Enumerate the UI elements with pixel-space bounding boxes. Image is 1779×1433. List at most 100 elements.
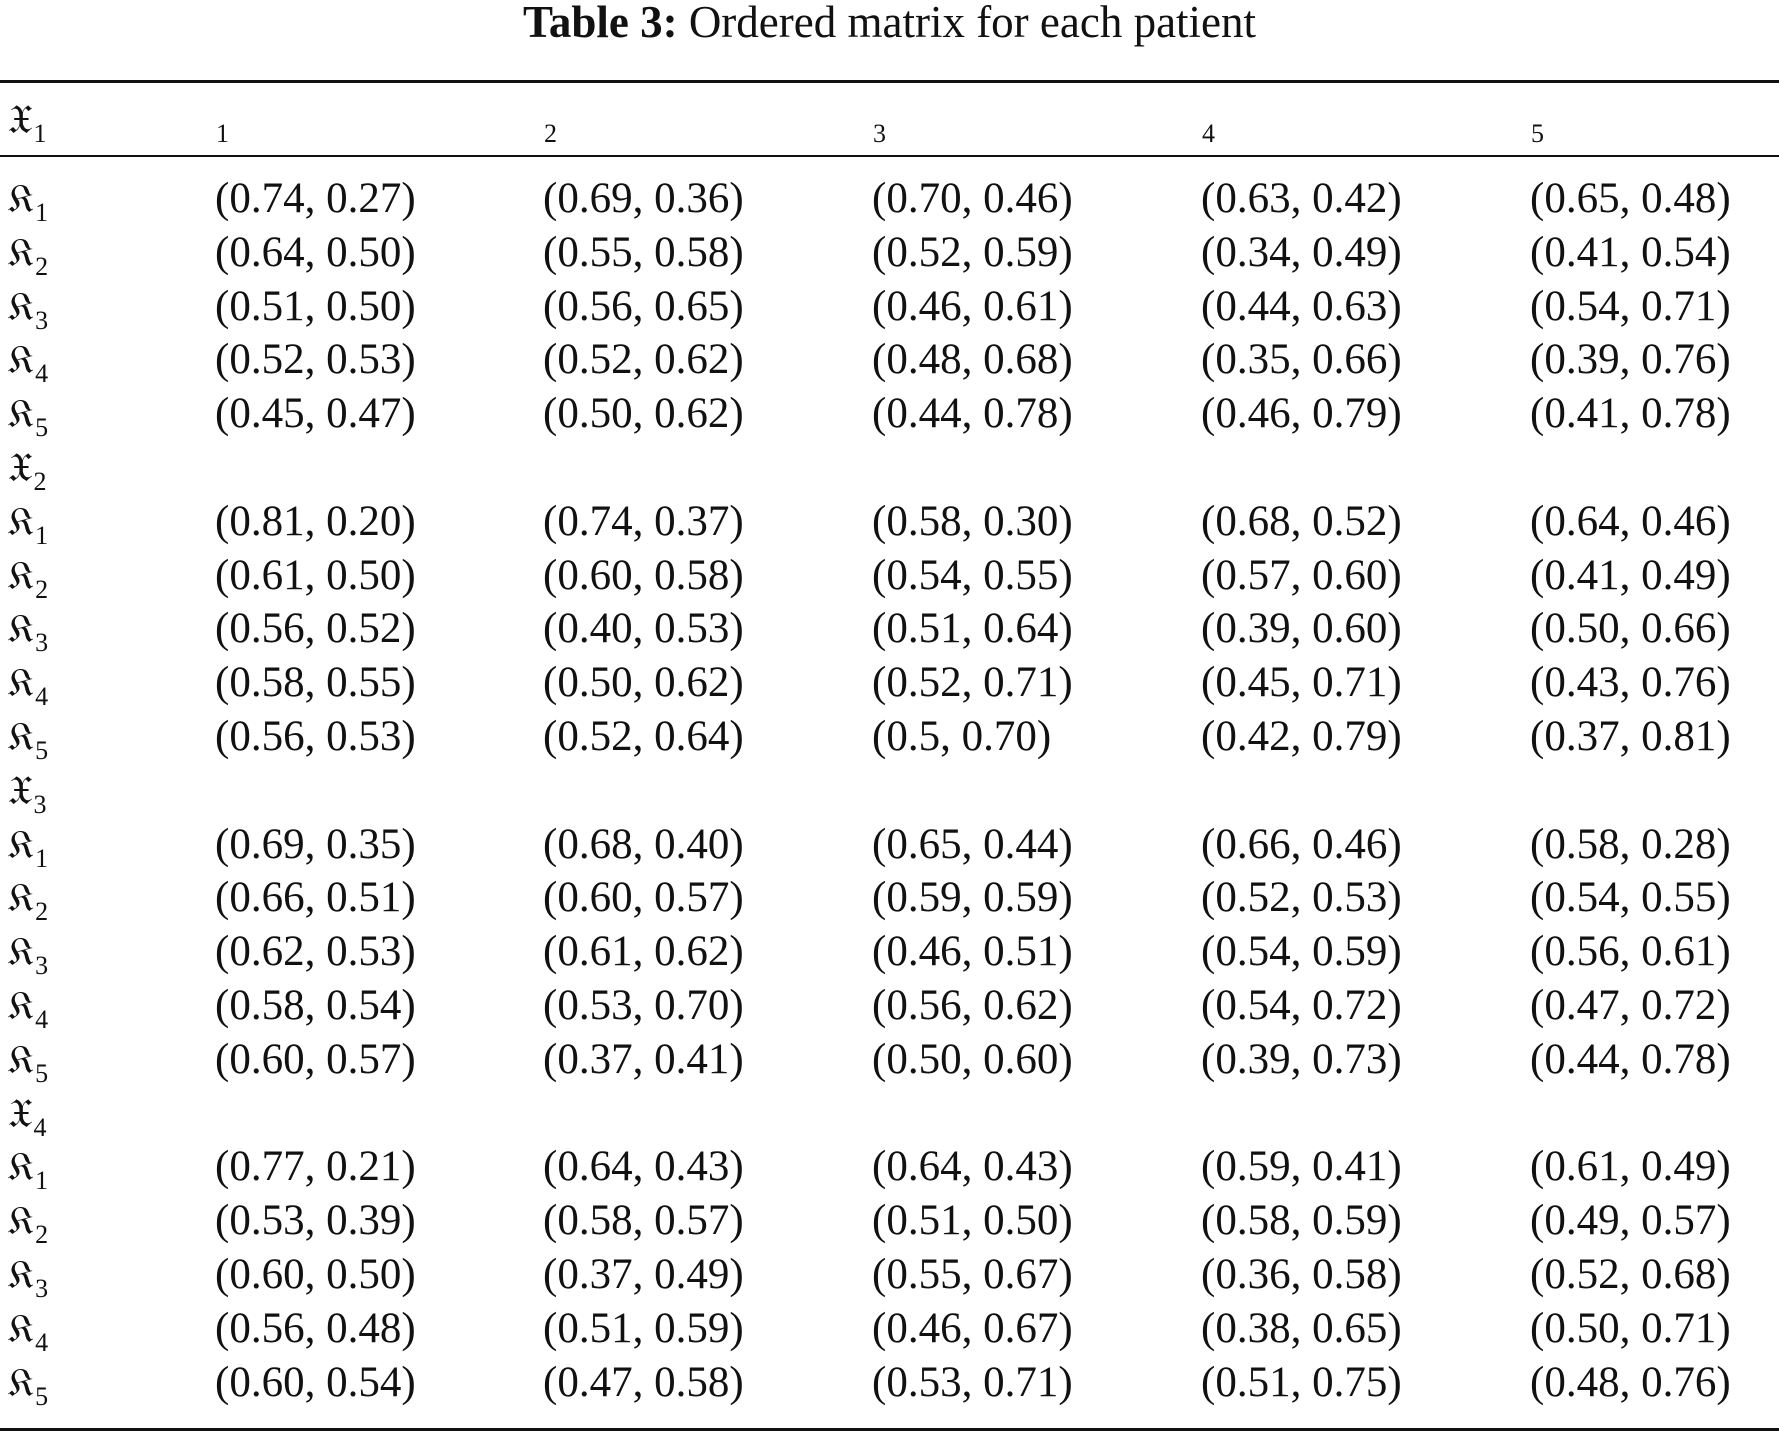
table-cell: (0.50, 0.60) [872,1033,1073,1087]
table-cell: (0.50, 0.71) [1530,1302,1731,1356]
table-cell: (0.58, 0.55) [215,656,416,710]
table-cell: (0.50, 0.66) [1530,602,1731,656]
header-patient-label-subscript: 1 [34,119,47,148]
row-label-symbol: 𝔎 [8,284,34,330]
header-patient-label-symbol: 𝔛 [8,97,33,143]
table-cell: (0.41, 0.49) [1530,549,1731,603]
table-cell: (0.69, 0.36) [543,172,744,226]
row-label-subscript: 5 [35,413,48,442]
table-cell: (0.48, 0.68) [872,333,1073,387]
table-cell: (0.52, 0.64) [543,710,744,764]
table-cell: (0.54, 0.59) [1201,925,1402,979]
table-cell: (0.52, 0.59) [872,226,1073,280]
table-cell: (0.49, 0.57) [1530,1194,1731,1248]
table-cell: (0.56, 0.61) [1530,925,1731,979]
table-cell: (0.53, 0.70) [543,979,744,1033]
table-row: 𝔎1 (0.74, 0.27) (0.69, 0.36) (0.70, 0.46) (0… [0,172,1779,226]
table-cell: (0.61, 0.62) [543,925,744,979]
table-cell: (0.60, 0.57) [215,1033,416,1087]
header-column-5: 𝔋5 [1530,92,1544,148]
table-cell: (0.47, 0.58) [543,1356,744,1410]
row-label-symbol: 𝔎 [8,660,34,706]
table-cell: (0.64, 0.46) [1530,495,1731,549]
table-row: 𝔎5 (0.45, 0.47) (0.50, 0.62) (0.44, 0.78) (0… [0,387,1779,441]
patient-label-subscript: 3 [34,790,47,819]
row-label: 𝔎4 [8,656,48,710]
row-label: 𝔎2 [8,871,48,925]
row-label-symbol: 𝔎 [8,714,34,760]
table-row: 𝔎1 (0.77, 0.21) (0.64, 0.43) (0.64, 0.43) (0… [0,1140,1779,1194]
table-cell: (0.65, 0.44) [872,818,1073,872]
row-label-symbol: 𝔎 [8,822,34,868]
table-cell: (0.52, 0.68) [1530,1248,1731,1302]
table-cell: (0.39, 0.60) [1201,602,1402,656]
table-cell: (0.60, 0.58) [543,549,744,603]
row-label-symbol: 𝔎 [8,1198,34,1244]
row-label-subscript: 3 [35,1274,48,1303]
table-row: 𝔎3 (0.62, 0.53) (0.61, 0.62) (0.46, 0.51) (0… [0,925,1779,979]
row-label-symbol: 𝔎 [8,176,34,222]
table-cell: (0.58, 0.30) [872,495,1073,549]
table-cell: (0.39, 0.73) [1201,1033,1402,1087]
table-cell: (0.46, 0.67) [872,1302,1073,1356]
table-cell: (0.44, 0.78) [872,387,1073,441]
row-label: 𝔎4 [8,1302,48,1356]
table-cell: (0.56, 0.65) [543,280,744,334]
table-cell: (0.53, 0.71) [872,1356,1073,1410]
row-label-symbol: 𝔎 [8,983,34,1029]
table-cell: (0.59, 0.41) [1201,1140,1402,1194]
row-label-subscript: 4 [35,359,48,388]
patient-group-row: 𝔛3 [0,764,1779,818]
row-label-symbol: 𝔎 [8,606,34,652]
row-label: 𝔎3 [8,602,48,656]
table-body: 𝔎1 (0.74, 0.27) (0.69, 0.36) (0.70, 0.46) (0… [0,172,1779,1409]
table-cell: (0.56, 0.48) [215,1302,416,1356]
table-cell: (0.60, 0.57) [543,871,744,925]
table-cell: (0.47, 0.72) [1530,979,1731,1033]
table-cell: (0.41, 0.54) [1530,226,1731,280]
table-cell: (0.44, 0.63) [1201,280,1402,334]
table-cell: (0.37, 0.41) [543,1033,744,1087]
header-patient-label: 𝔛1 [8,92,47,148]
row-label-symbol: 𝔎 [8,1252,34,1298]
header-column-1-subscript: 1 [216,119,229,148]
table-cell: (0.69, 0.35) [215,818,416,872]
row-label-symbol: 𝔎 [8,499,34,545]
row-label-subscript: 2 [35,252,48,281]
header-column-2-subscript: 2 [544,119,557,148]
row-label: 𝔎4 [8,333,48,387]
table-cell: (0.44, 0.78) [1530,1033,1731,1087]
header-column-4: 𝔋4 [1201,92,1215,148]
row-label: 𝔎1 [8,818,48,872]
table-cell: (0.37, 0.81) [1530,710,1731,764]
table-cell: (0.61, 0.50) [215,549,416,603]
row-label: 𝔎5 [8,1033,48,1087]
table-cell: (0.66, 0.51) [215,871,416,925]
table-cell: (0.41, 0.78) [1530,387,1731,441]
patient-group-row: 𝔛4 [0,1087,1779,1141]
table-cell: (0.40, 0.53) [543,602,744,656]
table-cell: (0.38, 0.65) [1201,1302,1402,1356]
table-header-row: 𝔛1 𝔋1 𝔋2 𝔋3 𝔋4 𝔋5 [0,92,1779,148]
row-label: 𝔎1 [8,172,48,226]
row-label: 𝔎4 [8,979,48,1033]
table-row: 𝔎4 (0.52, 0.53) (0.52, 0.62) (0.48, 0.68) (0… [0,333,1779,387]
table-row: 𝔎5 (0.60, 0.57) (0.37, 0.41) (0.50, 0.60) (0… [0,1033,1779,1087]
table-cell: (0.36, 0.58) [1201,1248,1402,1302]
table-row: 𝔎1 (0.69, 0.35) (0.68, 0.40) (0.65, 0.44) (0… [0,818,1779,872]
row-label-symbol: 𝔎 [8,1360,34,1406]
row-label: 𝔎1 [8,1140,48,1194]
row-label-symbol: 𝔎 [8,230,34,276]
table-cell: (0.77, 0.21) [215,1140,416,1194]
row-label-subscript: 3 [35,628,48,657]
row-label-symbol: 𝔎 [8,929,34,975]
table-cell: (0.68, 0.40) [543,818,744,872]
table-cell: (0.58, 0.59) [1201,1194,1402,1248]
header-column-1: 𝔋1 [215,92,229,148]
table-cell: (0.74, 0.27) [215,172,416,226]
table-cell: (0.39, 0.76) [1530,333,1731,387]
table-cell: (0.46, 0.61) [872,280,1073,334]
table-cell: (0.60, 0.54) [215,1356,416,1410]
table-cell: (0.51, 0.50) [872,1194,1073,1248]
patient-label-subscript: 2 [34,467,47,496]
